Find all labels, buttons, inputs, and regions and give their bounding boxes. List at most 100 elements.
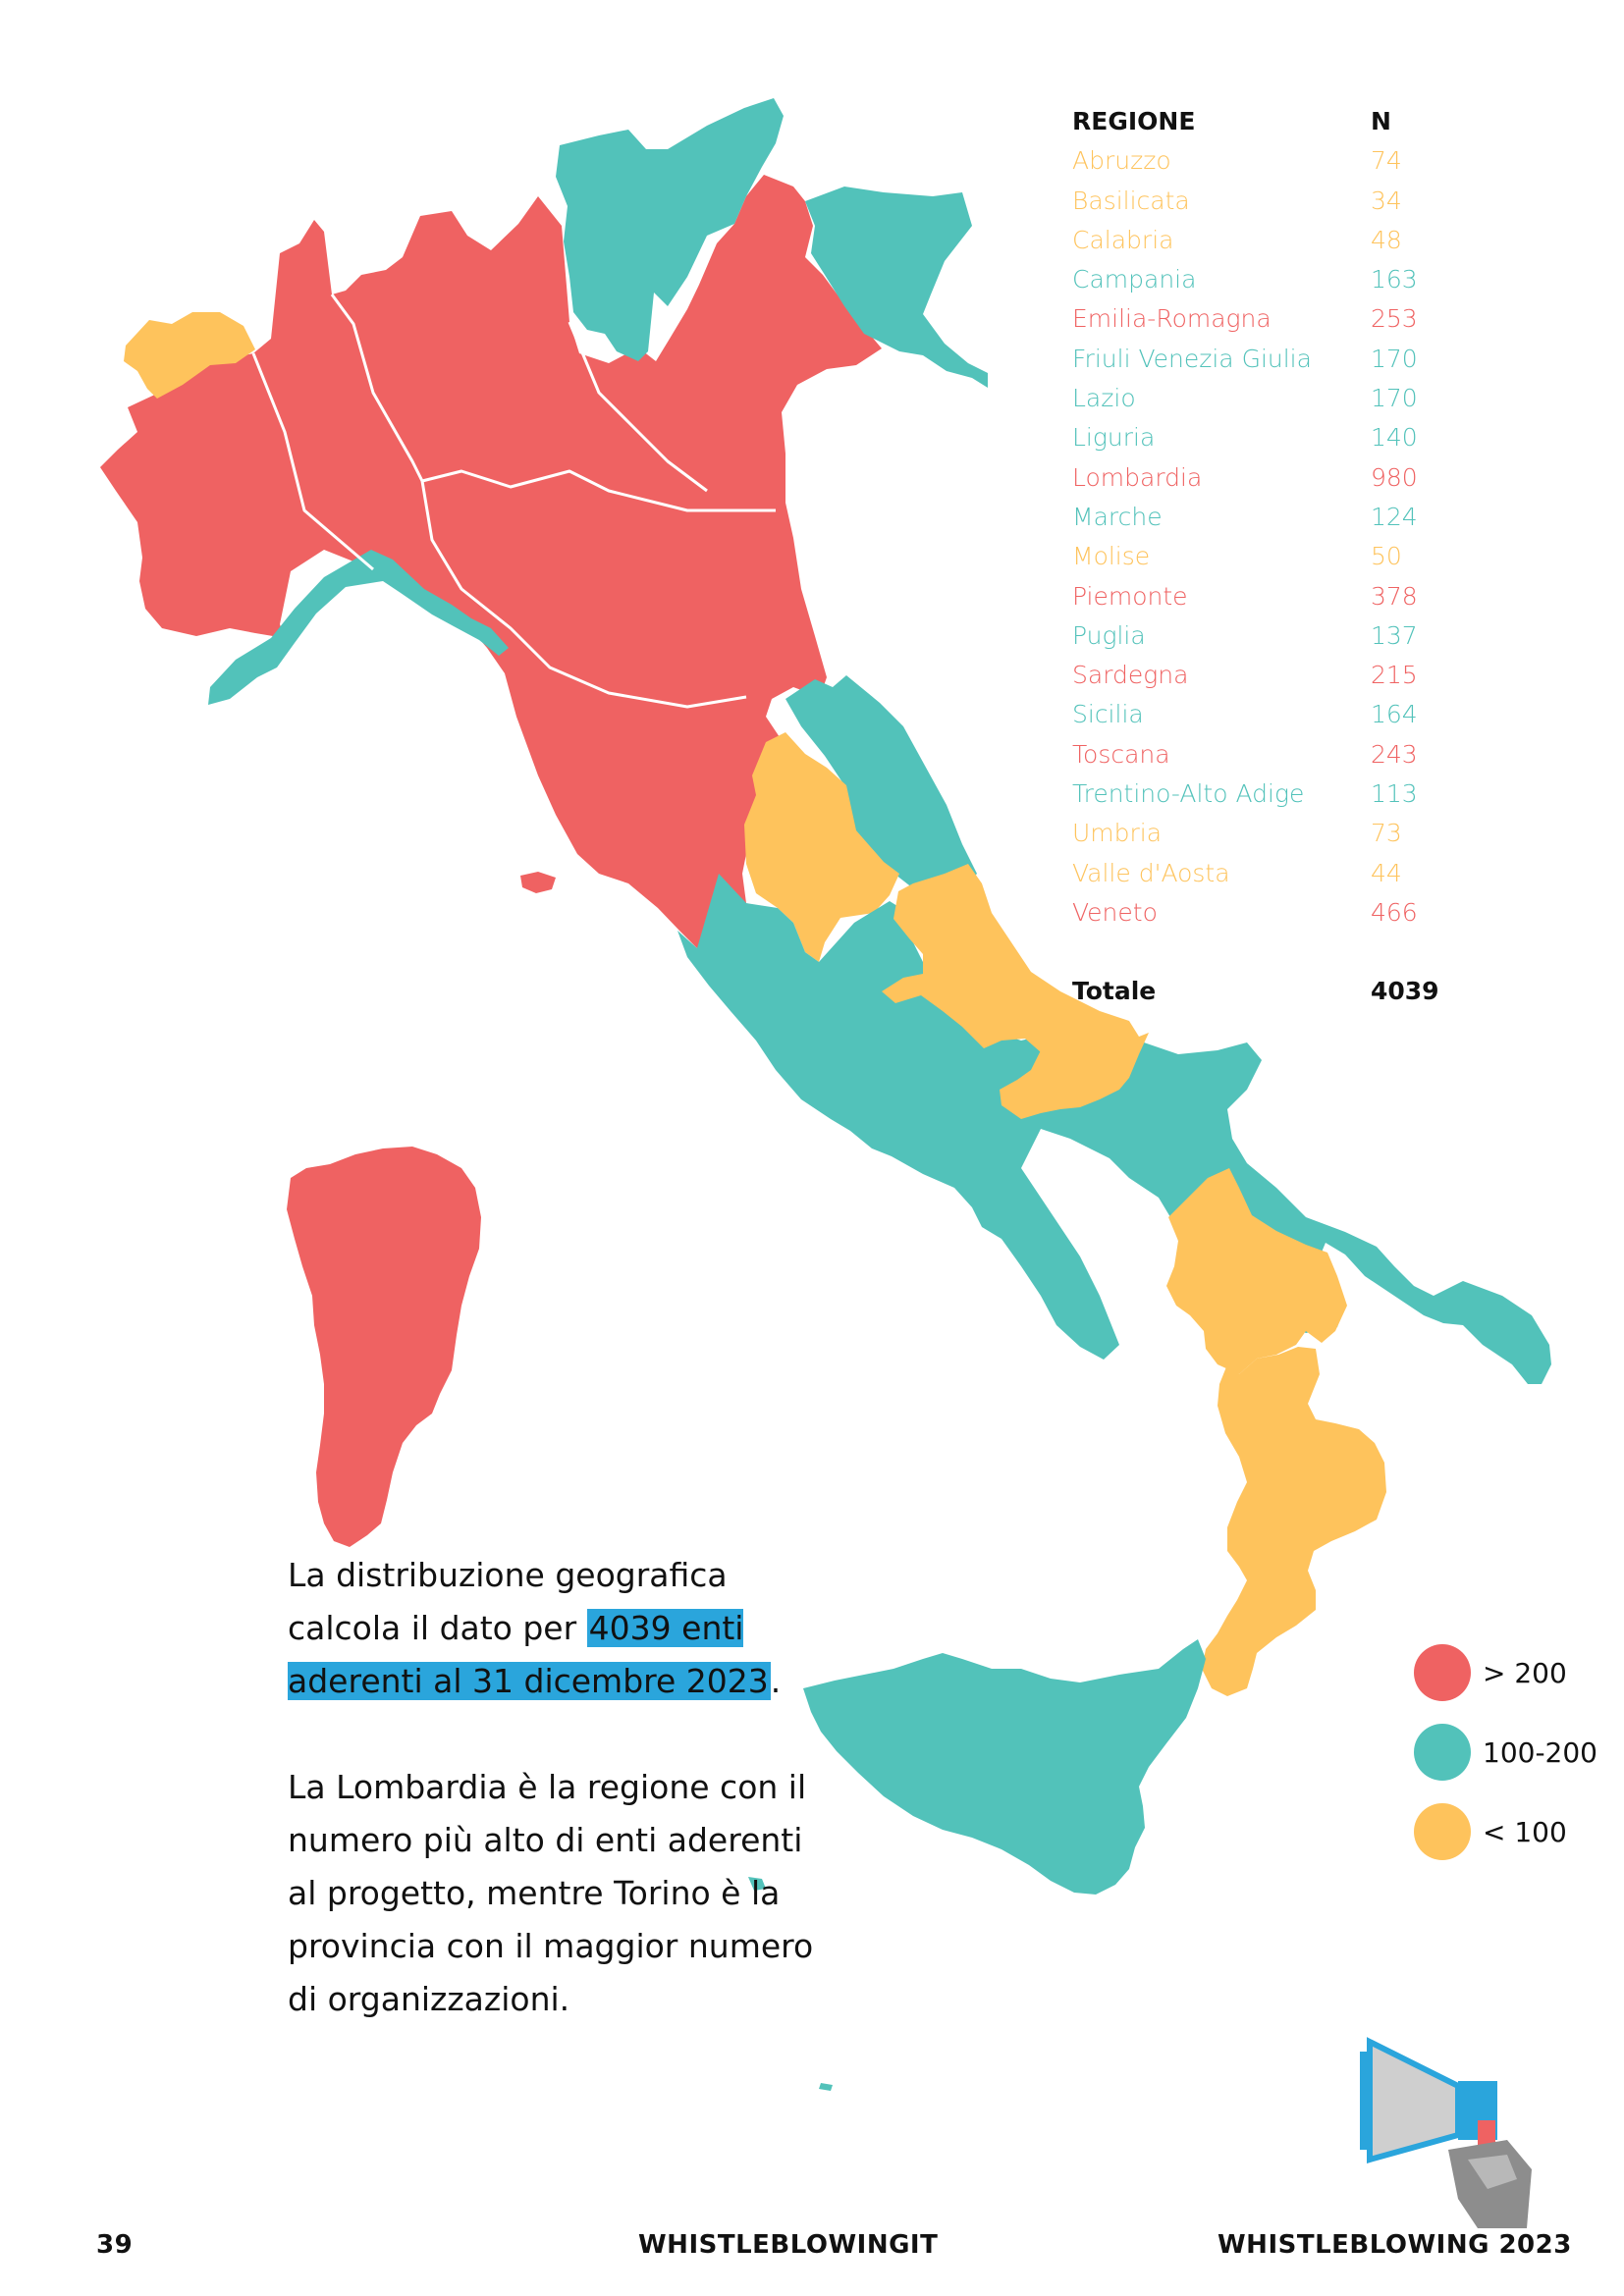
region-count: 50: [1371, 542, 1402, 571]
table-row: Puglia 137: [1072, 616, 1445, 656]
region-name: Sardegna: [1072, 661, 1189, 690]
total-value: 4039: [1371, 977, 1439, 1006]
region-valle-daosta: [124, 312, 255, 399]
island-small-1: [748, 1877, 766, 1891]
region-name: Piemonte: [1072, 581, 1188, 611]
region-count: 124: [1371, 502, 1418, 531]
table-row: Lazio 170: [1072, 379, 1445, 418]
description-paragraph-2: La Lombardia è la regione con il numero …: [288, 1768, 814, 2018]
region-count: 466: [1371, 897, 1418, 927]
table-row: Valle d'Aosta 44: [1072, 854, 1445, 893]
legend-item: < 100: [1414, 1792, 1597, 1871]
region-name: Sicilia: [1072, 700, 1144, 729]
legend-item: 100-200: [1414, 1713, 1597, 1791]
table-row: Calabria 48: [1072, 221, 1445, 260]
region-count: 34: [1371, 186, 1402, 215]
table-row: Abruzzo 74: [1072, 141, 1445, 181]
region-name: Trentino-Alto Adige: [1072, 779, 1305, 809]
table-row: Sicilia 164: [1072, 695, 1445, 734]
description-paragraph-1: La distribuzione geografica calcola il d…: [288, 1549, 838, 1708]
region-count: 980: [1371, 462, 1418, 492]
table-row: Trentino-Alto Adige 113: [1072, 774, 1445, 814]
table-row: Friuli Venezia Giulia 170: [1072, 340, 1445, 379]
region-count: 215: [1371, 661, 1418, 690]
region-name: Calabria: [1072, 225, 1174, 254]
page-number: 39: [96, 2230, 134, 2260]
region-count: 378: [1371, 581, 1418, 611]
region-count: 163: [1371, 265, 1418, 294]
region-name: Molise: [1072, 542, 1151, 571]
total-label: Totale: [1072, 977, 1157, 1006]
region-name: Lombardia: [1072, 462, 1203, 492]
legend-label: > 200: [1483, 1656, 1567, 1689]
region-table: REGIONE N Abruzzo 74 Basilicata 34 Calabria 4…: [1072, 102, 1445, 1012]
region-count: 164: [1371, 700, 1418, 729]
megaphone-icon: [1360, 2037, 1532, 2228]
region-trentino: [556, 98, 784, 361]
description-text-after: .: [770, 1662, 782, 1700]
table-total: Totale 4039: [1072, 972, 1445, 1011]
region-umbria: [744, 732, 899, 962]
header-region: REGIONE: [1072, 107, 1196, 135]
description-text-before: La distribuzione geografica calcola il d…: [288, 1556, 728, 1647]
description-text: La distribuzione geografica calcola il d…: [288, 1549, 838, 2026]
region-north-red: [100, 175, 882, 948]
region-name: Emilia-Romagna: [1072, 304, 1272, 334]
legend-dot-teal: [1414, 1724, 1471, 1781]
region-name: Umbria: [1072, 819, 1163, 848]
footer-center: WHISTLEBLOWINGIT: [638, 2230, 939, 2260]
table-row: Piemonte 378: [1072, 577, 1445, 616]
region-name: Marche: [1072, 502, 1163, 531]
region-friuli: [805, 187, 988, 388]
region-count: 48: [1371, 225, 1402, 254]
table-row: Toscana 243: [1072, 735, 1445, 774]
region-name: Basilicata: [1072, 186, 1190, 215]
region-name: Puglia: [1072, 620, 1146, 650]
region-sicilia: [803, 1639, 1206, 1895]
island-ischia: [1047, 1262, 1060, 1272]
table-row: Umbria 73: [1072, 814, 1445, 853]
legend-dot-red: [1414, 1644, 1471, 1701]
region-name: Abruzzo: [1072, 146, 1171, 176]
region-name: Friuli Venezia Giulia: [1072, 344, 1312, 373]
table-row: Veneto 466: [1072, 893, 1445, 933]
table-row: Sardegna 215: [1072, 656, 1445, 695]
region-count: 137: [1371, 620, 1418, 650]
table-row: Marche 124: [1072, 498, 1445, 537]
region-name: Liguria: [1072, 423, 1156, 453]
region-name: Campania: [1072, 265, 1197, 294]
legend-dot-yellow: [1414, 1803, 1471, 1860]
table-row: Emilia-Romagna 253: [1072, 299, 1445, 339]
table-row: Lombardia 980: [1072, 458, 1445, 498]
region-molise: [1000, 1033, 1149, 1119]
region-basilicata: [1166, 1168, 1347, 1374]
region-count: 243: [1371, 739, 1418, 769]
region-name: Valle d'Aosta: [1072, 858, 1230, 887]
region-calabria: [1202, 1347, 1386, 1696]
map-legend: > 200 100-200 < 100: [1414, 1633, 1597, 1872]
table-header: REGIONE N: [1072, 102, 1445, 141]
island-small-2: [819, 2083, 833, 2091]
region-count: 73: [1371, 819, 1402, 848]
region-liguria: [208, 550, 509, 705]
region-count: 44: [1371, 858, 1402, 887]
region-abruzzo: [882, 864, 1139, 1072]
table-row: Molise 50: [1072, 537, 1445, 576]
legend-item: > 200: [1414, 1633, 1597, 1712]
region-count: 170: [1371, 344, 1418, 373]
region-name: Toscana: [1072, 739, 1170, 769]
footer-right: WHISTLEBLOWING 2023: [1218, 2230, 1572, 2260]
region-count: 140: [1371, 423, 1418, 453]
region-count: 253: [1371, 304, 1418, 334]
region-count: 74: [1371, 146, 1402, 176]
region-count: 113: [1371, 779, 1418, 809]
region-name: Veneto: [1072, 897, 1158, 927]
legend-label: 100-200: [1483, 1735, 1597, 1769]
table-row: Basilicata 34: [1072, 182, 1445, 221]
region-name: Lazio: [1072, 384, 1136, 413]
region-marche: [785, 675, 977, 889]
table-row: Campania 163: [1072, 260, 1445, 299]
header-n: N: [1371, 107, 1391, 135]
region-sardegna: [287, 1147, 481, 1547]
